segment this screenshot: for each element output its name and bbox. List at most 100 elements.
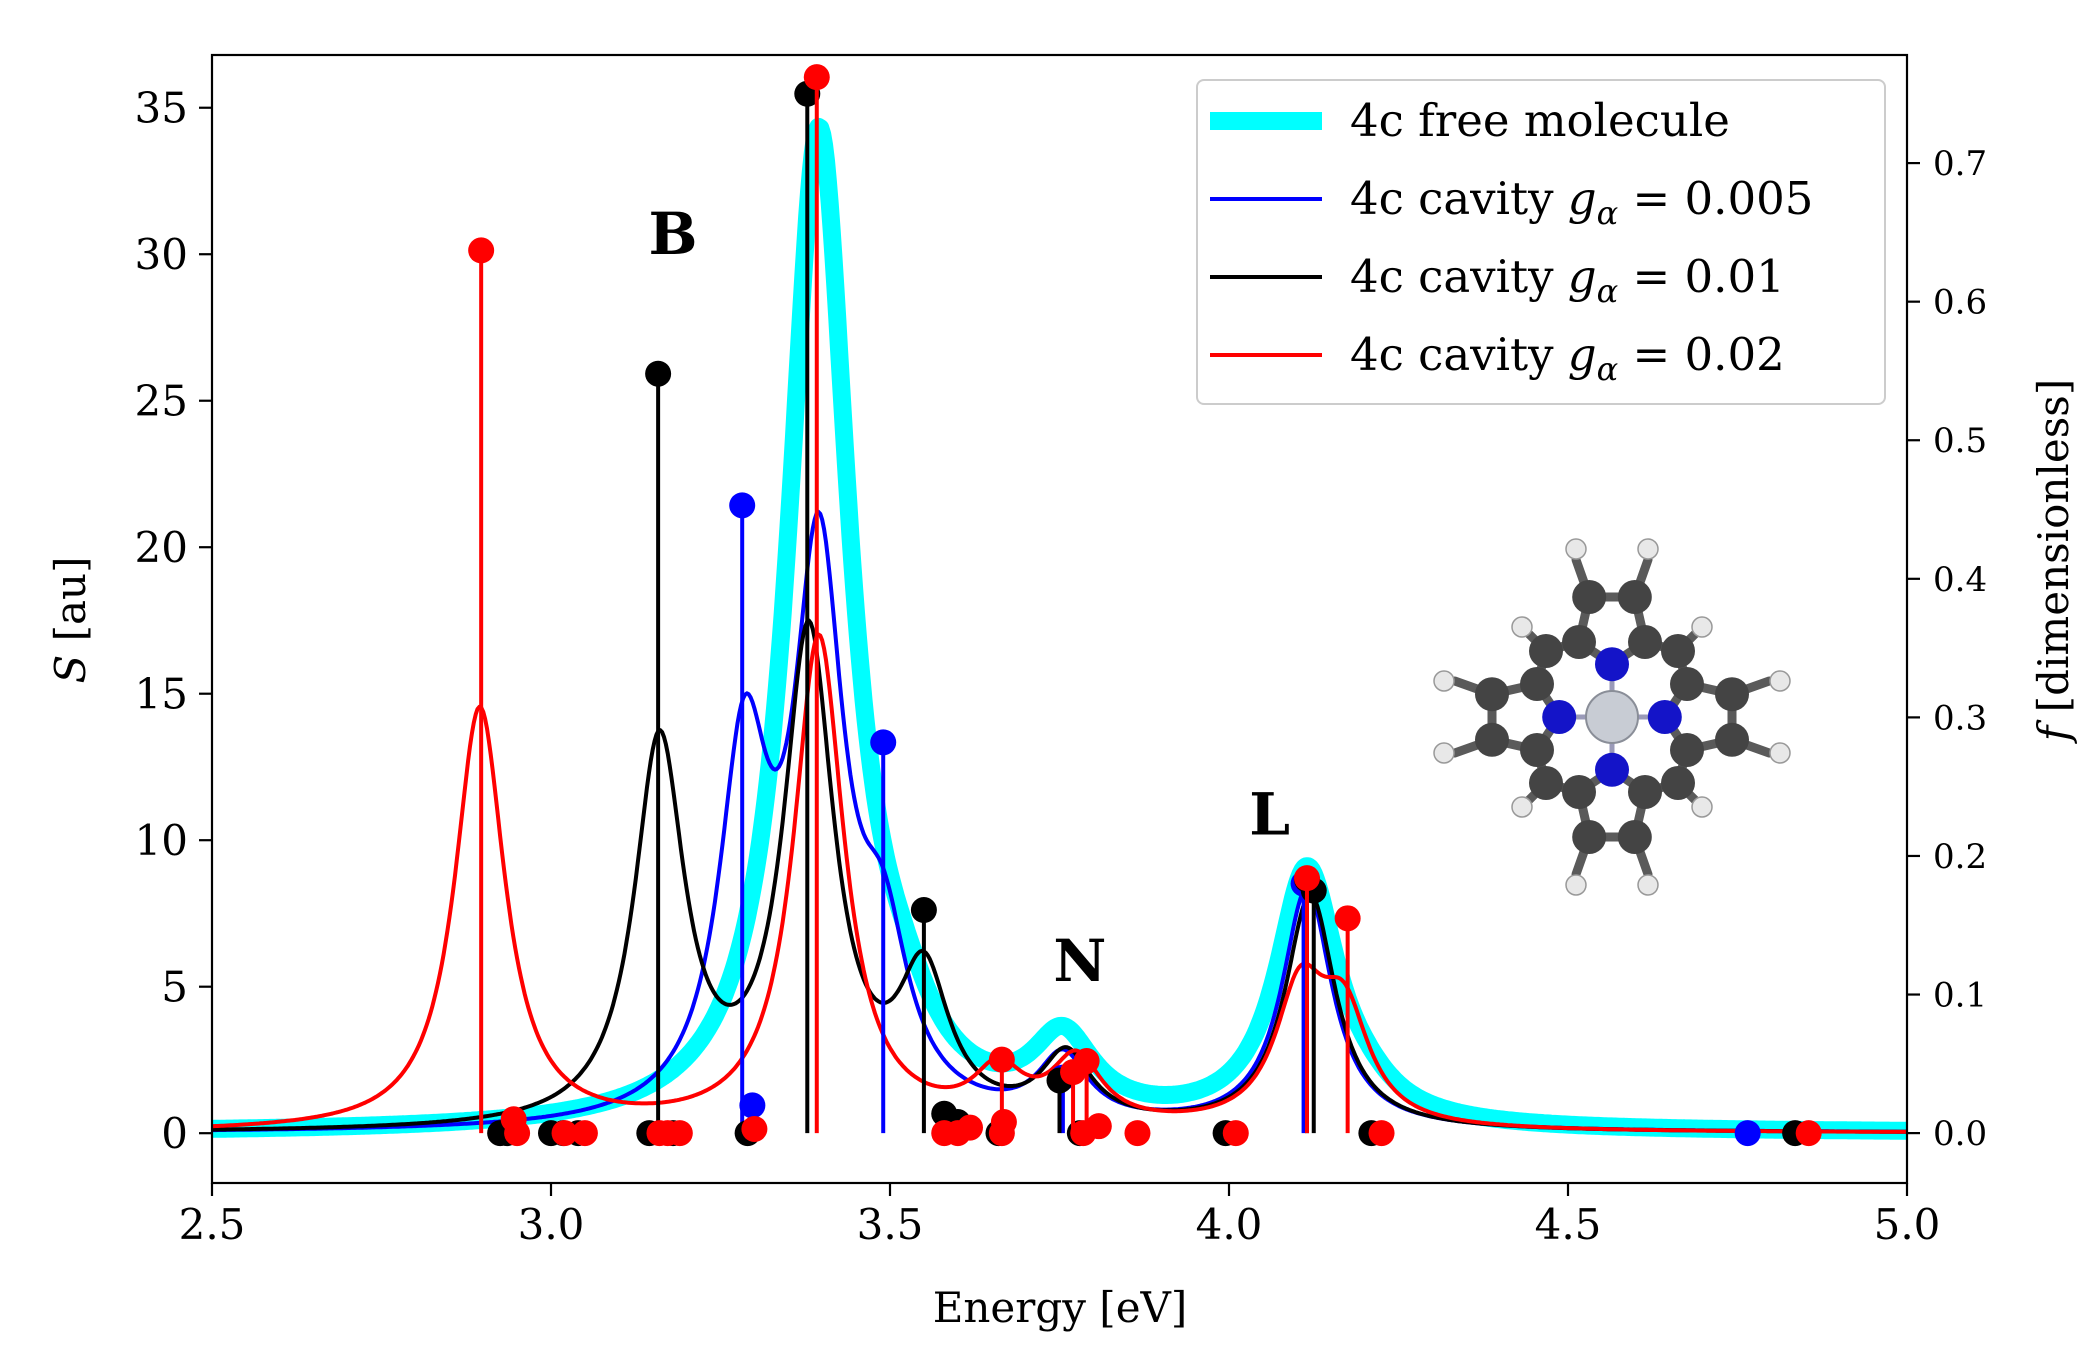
stick-marker <box>910 897 937 924</box>
carbon-atom <box>1670 733 1704 767</box>
carbon-atom <box>1562 775 1596 809</box>
hydrogen-atom <box>1691 616 1713 638</box>
y-tick-label-right: 0.2 <box>1933 837 1987 877</box>
peak-label: N <box>1053 927 1106 995</box>
stick-marker <box>1795 1120 1822 1147</box>
peak-label: L <box>1249 780 1290 848</box>
stick-marker <box>1222 1120 1249 1147</box>
y-tick-label-right: 0.5 <box>1933 421 1987 461</box>
y-tick-label-right: 0.7 <box>1933 144 1987 184</box>
stick-marker <box>571 1120 598 1147</box>
stick-marker <box>803 64 830 91</box>
carbon-atom <box>1572 580 1607 614</box>
hydrogen-atom <box>1769 670 1791 692</box>
legend-label: 4c free molecule <box>1350 94 1730 147</box>
carbon-atom <box>1520 667 1554 701</box>
carbon-atom <box>1529 766 1563 800</box>
stick-marker <box>957 1114 984 1141</box>
stick-marker <box>729 492 756 519</box>
metal-atom <box>1585 690 1639 744</box>
carbon-atom <box>1715 722 1749 757</box>
stick-marker <box>741 1115 768 1142</box>
legend-label: 4c cavity gα = 0.01 <box>1350 250 1785 310</box>
x-tick-label: 2.5 <box>179 1200 246 1249</box>
legend-frame <box>1196 79 1886 405</box>
hydrogen-atom <box>1565 874 1587 896</box>
peak-labels: B N L <box>649 200 1291 995</box>
stick-marker <box>1734 1120 1761 1147</box>
y-tick-label-left: 10 <box>135 816 188 865</box>
x-tick-label: 4.0 <box>1196 1200 1263 1249</box>
porphyrin-molecule-image <box>1433 538 1791 896</box>
stick-marker <box>1124 1120 1151 1147</box>
plot-frame <box>210 53 1909 1185</box>
carbon-atom <box>1661 634 1695 668</box>
legend-label: 4c cavity gα = 0.005 <box>1350 172 1813 232</box>
y-tick-label-right: 0.1 <box>1933 976 1987 1016</box>
y-tick-label-right: 0.3 <box>1933 698 1987 738</box>
hydrogen-atom <box>1433 670 1455 692</box>
carbon-atom <box>1572 820 1607 854</box>
stick-marker <box>1368 1120 1395 1147</box>
y-tick-label-right: 0.6 <box>1933 283 1987 323</box>
carbon-atom <box>1475 677 1509 712</box>
carbon-atom <box>1628 775 1662 809</box>
carbon-atom <box>1628 625 1662 659</box>
y-axis-label-left: S [au] <box>46 557 95 684</box>
hydrogen-atom <box>1565 538 1587 560</box>
y-tick-label-left: 0 <box>161 1109 188 1158</box>
stick-marker <box>645 360 672 387</box>
x-tick-label: 3.0 <box>518 1200 585 1249</box>
carbon-atom <box>1661 766 1695 800</box>
y-tick-label-left: 25 <box>135 377 188 426</box>
nitrogen-atom <box>1647 700 1682 734</box>
carbon-atom <box>1617 580 1652 614</box>
hydrogen-atom <box>1637 538 1659 560</box>
stick-marker <box>990 1109 1017 1136</box>
stick-marker <box>1085 1113 1112 1140</box>
x-tick-label: 4.5 <box>1535 1200 1602 1249</box>
stick-marker <box>666 1120 693 1147</box>
stick-marker <box>551 1120 578 1147</box>
carbon-atom <box>1617 820 1652 854</box>
carbon-atom <box>1562 625 1596 659</box>
y-axis-label-right: f [dimensionless] <box>2029 379 2078 744</box>
hydrogen-atom <box>1433 742 1455 764</box>
stick-marker <box>1073 1048 1100 1075</box>
stick-marker <box>468 237 495 264</box>
stick-marker <box>1334 905 1361 932</box>
x-tick-label: 5.0 <box>1874 1200 1941 1249</box>
nitrogen-atom <box>1595 647 1629 682</box>
stick-marker <box>504 1120 531 1147</box>
legend-label: 4c cavity gα = 0.02 <box>1350 328 1785 388</box>
axes-layer: 2.5 3.0 3.5 4.0 4.5 5.0 0 5 10 15 20 25 30 35 0.0 0.1 0.… <box>135 84 1988 1249</box>
carbon-atom <box>1670 667 1704 701</box>
sticks-layer <box>468 64 1822 1147</box>
hydrogen-atom <box>1511 796 1533 818</box>
hydrogen-atom <box>1637 874 1659 896</box>
y-tick-label-left: 5 <box>161 963 188 1012</box>
hydrogen-atom <box>1511 616 1533 638</box>
stick-marker <box>739 1092 766 1119</box>
y-tick-label-left: 35 <box>135 84 188 133</box>
x-axis-label: Energy [eV] <box>933 1283 1188 1332</box>
stick-marker <box>870 729 897 756</box>
hydrogen-atom <box>1769 742 1791 764</box>
series-line-0 <box>212 117 1907 1140</box>
nitrogen-atom <box>1595 752 1629 787</box>
y-tick-label-left: 15 <box>135 670 188 719</box>
nitrogen-atom <box>1542 700 1577 734</box>
carbon-atom <box>1529 634 1563 668</box>
y-tick-label-right: 0.4 <box>1933 560 1987 600</box>
stick-marker <box>988 1046 1015 1073</box>
carbon-atom <box>1475 722 1509 757</box>
legend: 4c free molecule 4c cavity gα = 0.005 4c c… <box>1196 79 1886 405</box>
y-tick-label-right: 0.0 <box>1933 1114 1987 1154</box>
series-line-3 <box>212 632 1907 1134</box>
stick-marker <box>1293 865 1320 892</box>
y-tick-label-left: 30 <box>135 230 188 279</box>
hydrogen-atom <box>1691 796 1713 818</box>
x-tick-label: 3.5 <box>857 1200 924 1249</box>
peak-label: B <box>649 200 698 268</box>
